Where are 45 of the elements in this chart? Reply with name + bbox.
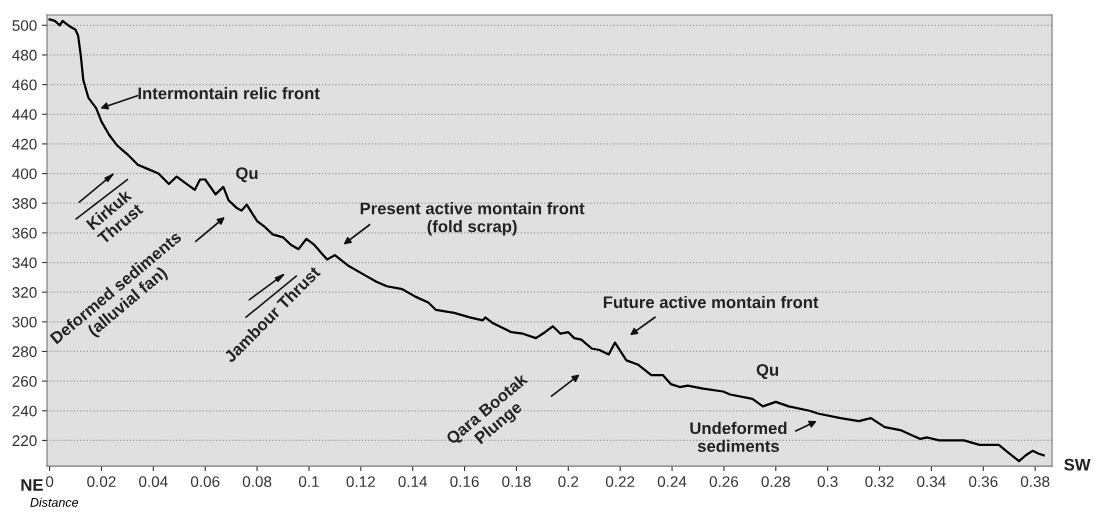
y-tick-label: 300: [12, 316, 37, 328]
y-tick-label: 260: [12, 375, 37, 387]
x-tick-label: 0.02: [87, 476, 116, 488]
y-tick-label: 240: [12, 405, 37, 417]
y-tick-label: 440: [12, 109, 37, 120]
text: NE: [21, 479, 43, 491]
y-tick-label: 380: [12, 198, 37, 209]
x-tick-label: 0.38: [1020, 476, 1050, 488]
annotation: Qu: [756, 364, 779, 379]
x-tick-label: 0.36: [969, 476, 998, 488]
y-tick-label: 420: [12, 138, 37, 150]
y-tick-label: 500: [12, 20, 37, 31]
annotation: Undeformed sediments: [690, 421, 787, 453]
y-tick-label: 280: [12, 346, 37, 358]
annotation: Qu: [236, 167, 258, 183]
x-tick-label: 0.28: [761, 476, 790, 488]
x-tick-label: 0.04: [139, 476, 168, 488]
x-tick-label: 0.16: [450, 476, 479, 488]
y-tick-label: 360: [12, 227, 37, 239]
annotation: Intermontain relic front: [138, 87, 320, 100]
x-tick-label: 0.34: [917, 476, 946, 488]
x-tick-label: 0.26: [709, 476, 739, 488]
x-tick-label: 0.3: [817, 476, 838, 488]
x-tick-label: 0.32: [865, 476, 894, 488]
x-axis-title: Distance: [30, 497, 79, 507]
x-tick-label: 0.1: [298, 476, 319, 488]
x-tick-label: 0.2: [558, 476, 579, 488]
x-tick-label: 0.08: [242, 476, 272, 488]
x-tick-label: 0.06: [190, 476, 220, 488]
x-tick-label: 0.14: [398, 476, 428, 488]
line-series: [48, 18, 1045, 463]
y-tick-label: 400: [12, 168, 37, 180]
annotation: Future active montain front: [603, 295, 819, 309]
text: SW: [1064, 458, 1091, 471]
y-tick-label: 220: [12, 435, 37, 447]
y-tick-label: 320: [12, 287, 37, 298]
annotation: Present active montain front (fold scrap): [360, 202, 585, 236]
x-tick-label: 0.18: [502, 476, 531, 488]
x-tick-label: 0: [45, 476, 54, 488]
y-tick-label: 480: [12, 49, 37, 61]
y-tick-label: 460: [12, 79, 37, 91]
y-tick-label: 340: [12, 257, 37, 269]
x-tick-label: 0.24: [657, 476, 687, 488]
x-tick-label: 0.12: [346, 476, 375, 488]
x-tick-label: 0.22: [605, 476, 635, 488]
